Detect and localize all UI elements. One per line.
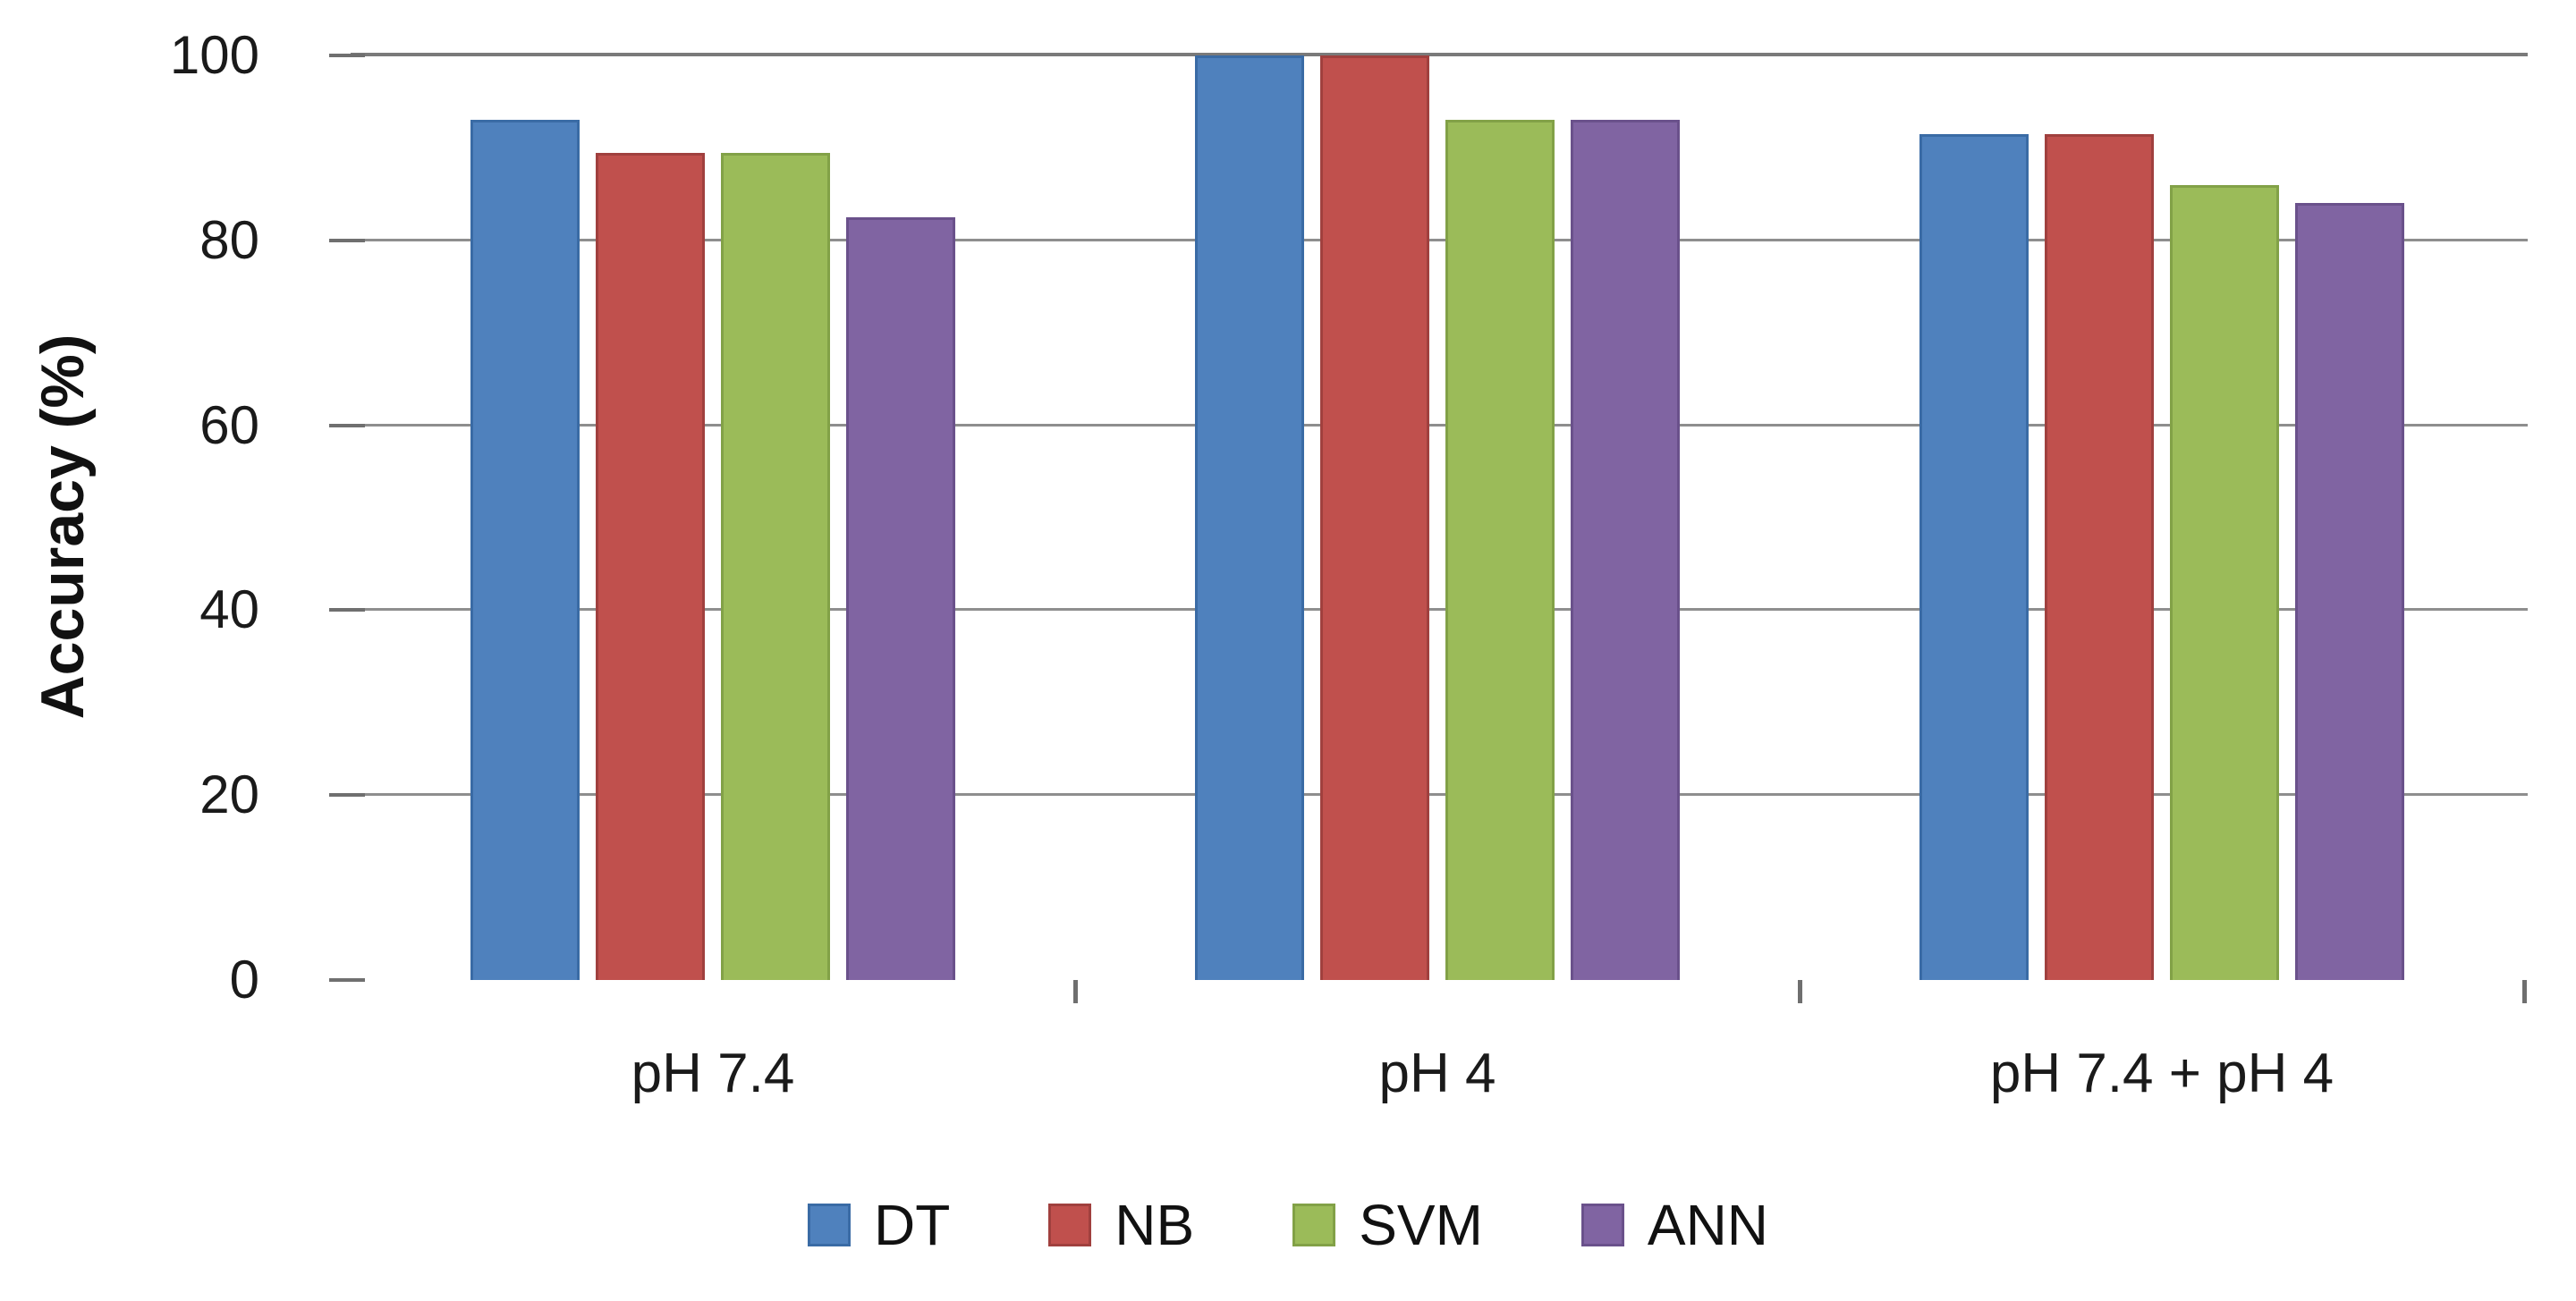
legend-label-nb: NB — [1114, 1193, 1195, 1257]
gridline-40 — [351, 608, 2528, 612]
bar-ann-ph-7.4-+-ph-4 — [2295, 203, 2404, 980]
y-tick-label-40: 40 — [199, 579, 259, 640]
x-category-label-2: pH 4 — [1378, 1043, 1496, 1104]
legend-label-svm: SVM — [1359, 1193, 1483, 1257]
legend-item-dt: DT — [807, 1193, 951, 1257]
x-category-label-3: pH 7.4 + pH 4 — [1989, 1043, 2334, 1104]
y-axis-line — [349, 54, 353, 1003]
chart-legend: DT NB SVM ANN — [0, 1196, 2576, 1254]
x-axis-tick-1 — [1073, 980, 1078, 1003]
bar-ann-ph-4 — [1571, 120, 1680, 980]
y-axis-tick-20 — [329, 793, 365, 798]
legend-label-ann: ANN — [1647, 1193, 1769, 1257]
bar-ann-ph-7.4 — [846, 216, 955, 980]
x-axis-tick-3 — [2522, 980, 2527, 1003]
y-axis-tick-60 — [329, 423, 365, 427]
legend-swatch-ann — [1580, 1204, 1624, 1246]
bar-svm-ph-7.4-+-ph-4 — [2170, 184, 2279, 980]
legend-swatch-svm — [1292, 1204, 1336, 1246]
bar-dt-ph-7.4-+-ph-4 — [1919, 133, 2029, 980]
legend-item-nb: NB — [1048, 1196, 1194, 1254]
bar-nb-ph-4 — [1320, 55, 1429, 980]
bar-nb-ph-7.4-+-ph-4 — [2045, 133, 2154, 980]
legend-swatch-nb — [1048, 1204, 1092, 1246]
gridline-80 — [351, 238, 2528, 241]
y-tick-label-100: 100 — [169, 25, 259, 85]
gridline-100 — [351, 53, 2528, 56]
x-category-label-1: pH 7.4 — [631, 1043, 795, 1104]
plot-area — [329, 53, 2528, 1003]
bar-nb-ph-7.4 — [596, 152, 705, 980]
y-tick-label-60: 60 — [199, 394, 259, 455]
y-axis-tick-80 — [329, 238, 365, 242]
legend-item-svm: SVM — [1292, 1196, 1483, 1254]
gridline-20 — [351, 793, 2528, 797]
y-axis-tick-0 — [329, 978, 365, 982]
x-axis-line — [318, 977, 2540, 982]
gridline-60 — [351, 423, 2528, 427]
y-axis-title: Accuracy (%) — [29, 334, 97, 720]
x-axis-tick-2 — [1798, 980, 1802, 1003]
y-axis-tick-100 — [329, 54, 365, 57]
bar-dt-ph-4 — [1195, 55, 1304, 980]
legend-item-ann: ANN — [1580, 1193, 1769, 1257]
bar-dt-ph-7.4 — [470, 120, 580, 980]
y-tick-label-20: 20 — [199, 765, 259, 825]
legend-swatch-dt — [807, 1204, 851, 1246]
y-tick-label-0: 0 — [229, 950, 259, 1010]
bar-svm-ph-4 — [1445, 120, 1555, 980]
bar-svm-ph-7.4 — [721, 152, 830, 980]
legend-label-dt: DT — [873, 1193, 951, 1257]
y-axis-tick-40 — [329, 608, 365, 612]
y-tick-label-80: 80 — [199, 209, 259, 270]
